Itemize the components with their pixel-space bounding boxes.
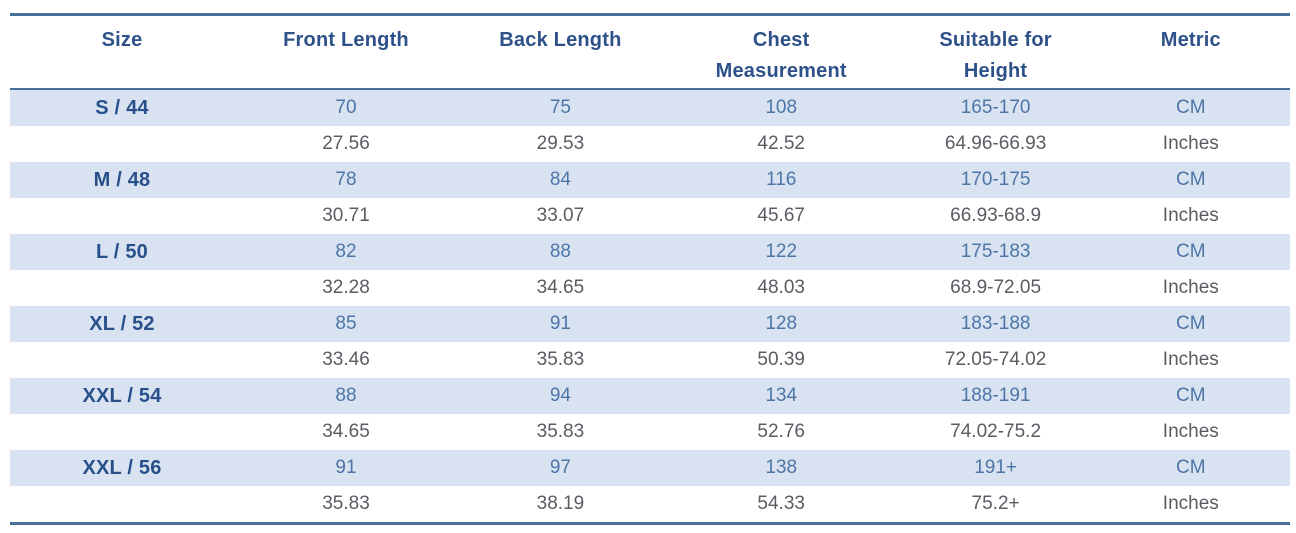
column-header-size: Size: [10, 14, 234, 90]
height-cell: 170-175: [960, 168, 1031, 190]
back-length-cell: 94: [549, 384, 571, 406]
back-length-cell: 35.83: [536, 420, 585, 442]
chest-cell: 45.67: [757, 204, 805, 226]
back-length-cell: 84: [549, 168, 571, 190]
metric-cell: Inches: [1162, 420, 1219, 442]
table-body: S / 44 70 75 108 165-170 CM 27.56 29.53 …: [10, 88, 1290, 524]
table-row-xxl54-cm: XXL / 54 88 94 134 188-191 CM: [10, 377, 1290, 414]
back-length-cell: 75: [549, 96, 571, 118]
chest-cell: 122: [765, 240, 798, 262]
table-row-m48-cm: M / 48 78 84 116 170-175 CM: [10, 161, 1290, 198]
size-cell: XL / 52: [89, 312, 155, 335]
chest-cell: 42.52: [757, 132, 805, 154]
front-length-cell: 30.71: [322, 204, 370, 226]
height-cell: 191+: [974, 456, 1017, 478]
table-row-xxl54-inches: 34.65 35.83 52.76 74.02-75.2 Inches: [10, 413, 1290, 450]
metric-cell: CM: [1176, 168, 1206, 190]
metric-cell: CM: [1176, 240, 1206, 262]
metric-cell: CM: [1176, 384, 1206, 406]
size-cell: [10, 126, 234, 162]
metric-cell: Inches: [1162, 132, 1219, 154]
metric-cell: Inches: [1162, 492, 1219, 514]
size-cell: [10, 198, 234, 234]
chest-cell: 108: [765, 96, 798, 118]
chest-cell: 54.33: [757, 492, 805, 514]
table-row-xxl56-cm: XXL / 56 91 97 138 191+ CM: [10, 449, 1290, 486]
chest-cell: 138: [765, 456, 798, 478]
column-header-suitable-height: Suitable for Height: [899, 14, 1092, 90]
size-cell: [10, 270, 234, 306]
table-row-m48-inches: 30.71 33.07 45.67 66.93-68.9 Inches: [10, 197, 1290, 234]
size-cell: [10, 486, 234, 524]
metric-cell: CM: [1176, 312, 1206, 334]
column-header-front-length: Front Length: [234, 14, 458, 90]
metric-cell: Inches: [1162, 276, 1219, 298]
front-length-cell: 35.83: [322, 492, 370, 514]
chest-cell: 128: [765, 312, 798, 334]
table-row-xl52-cm: XL / 52 85 91 128 183-188 CM: [10, 305, 1290, 342]
back-length-cell: 38.19: [536, 492, 585, 514]
chest-cell: 52.76: [757, 420, 805, 442]
size-cell: XXL / 56: [82, 456, 162, 479]
size-cell: [10, 342, 234, 378]
chest-cell: 134: [765, 384, 798, 406]
table-header-row: Size Front Length Back Length Chest Meas…: [10, 14, 1290, 90]
table-row-xl52-inches: 33.46 35.83 50.39 72.05-74.02 Inches: [10, 341, 1290, 378]
size-cell: L / 50: [96, 240, 148, 263]
front-length-cell: 32.28: [322, 276, 370, 298]
metric-cell: CM: [1176, 96, 1206, 118]
table-row-l50-inches: 32.28 34.65 48.03 68.9-72.05 Inches: [10, 269, 1290, 306]
back-length-cell: 91: [549, 312, 571, 334]
front-length-cell: 33.46: [322, 348, 370, 370]
chest-cell: 48.03: [757, 276, 805, 298]
back-length-cell: 35.83: [536, 348, 585, 370]
height-cell: 75.2+: [971, 492, 1020, 514]
chest-cell: 50.39: [757, 348, 805, 370]
column-header-chest-measurement: Chest Measurement: [662, 14, 900, 90]
height-cell: 165-170: [960, 96, 1031, 118]
table-row-xxl56-inches: 35.83 38.19 54.33 75.2+ Inches: [10, 485, 1290, 524]
metric-cell: Inches: [1162, 204, 1219, 226]
chest-cell: 116: [766, 168, 797, 190]
column-header-metric: Metric: [1091, 14, 1290, 90]
front-length-cell: 27.56: [322, 132, 370, 154]
metric-cell: Inches: [1162, 348, 1219, 370]
size-cell: XXL / 54: [82, 384, 162, 407]
front-length-cell: 88: [335, 384, 357, 406]
front-length-cell: 78: [335, 168, 357, 190]
height-cell: 74.02-75.2: [950, 420, 1042, 442]
back-length-cell: 97: [549, 456, 571, 478]
front-length-cell: 91: [335, 456, 357, 478]
size-cell: S / 44: [95, 96, 149, 119]
back-length-cell: 34.65: [536, 276, 585, 298]
front-length-cell: 70: [335, 96, 357, 118]
height-cell: 175-183: [960, 240, 1031, 262]
front-length-cell: 85: [335, 312, 357, 334]
table-header: Size Front Length Back Length Chest Meas…: [10, 14, 1290, 90]
metric-cell: CM: [1176, 456, 1206, 478]
size-chart-table: Size Front Length Back Length Chest Meas…: [10, 13, 1290, 525]
height-cell: 188-191: [960, 384, 1031, 406]
size-cell: M / 48: [93, 168, 151, 191]
column-header-back-length: Back Length: [458, 14, 663, 90]
height-cell: 72.05-74.02: [944, 348, 1047, 370]
height-cell: 64.96-66.93: [944, 132, 1047, 154]
table-row-s44-inches: 27.56 29.53 42.52 64.96-66.93 Inches: [10, 125, 1290, 162]
back-length-cell: 29.53: [536, 132, 585, 154]
back-length-cell: 33.07: [536, 204, 585, 226]
height-cell: 66.93-68.9: [950, 204, 1042, 226]
table-row-l50-cm: L / 50 82 88 122 175-183 CM: [10, 233, 1290, 270]
height-cell: 183-188: [960, 312, 1031, 334]
front-length-cell: 34.65: [322, 420, 370, 442]
height-cell: 68.9-72.05: [950, 276, 1042, 298]
table-row-s44-cm: S / 44 70 75 108 165-170 CM: [10, 88, 1290, 126]
front-length-cell: 82: [335, 240, 357, 262]
back-length-cell: 88: [549, 240, 571, 262]
size-cell: [10, 414, 234, 450]
